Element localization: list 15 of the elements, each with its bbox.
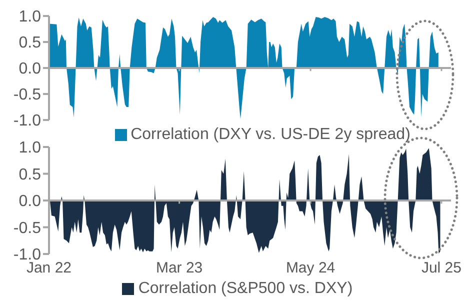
legend-label: Correlation (DXY vs. US-DE 2y spread) [130, 126, 410, 143]
y-tick-label: 1.0 [18, 8, 42, 26]
legend-label: Correlation (S&P500 vs. DXY) [138, 280, 353, 297]
y-tick-label: -1.0 [13, 112, 42, 130]
y-tick-label: 0.5 [18, 34, 42, 52]
y-tick-label: 0.5 [18, 166, 42, 184]
x-tick-label: Mar 23 [156, 260, 203, 277]
y-tick-label: 0.0 [18, 193, 42, 210]
x-tick-label: Jan 22 [26, 260, 72, 277]
y-tick-label: -0.5 [13, 220, 42, 237]
x-tick-label: May 24 [286, 260, 336, 277]
y-tick-label: 1.0 [18, 140, 42, 157]
y-tick-label: 0.0 [18, 60, 42, 78]
x-tick-label: Jul 25 [421, 260, 462, 277]
y-tick-label: -0.5 [13, 86, 42, 104]
